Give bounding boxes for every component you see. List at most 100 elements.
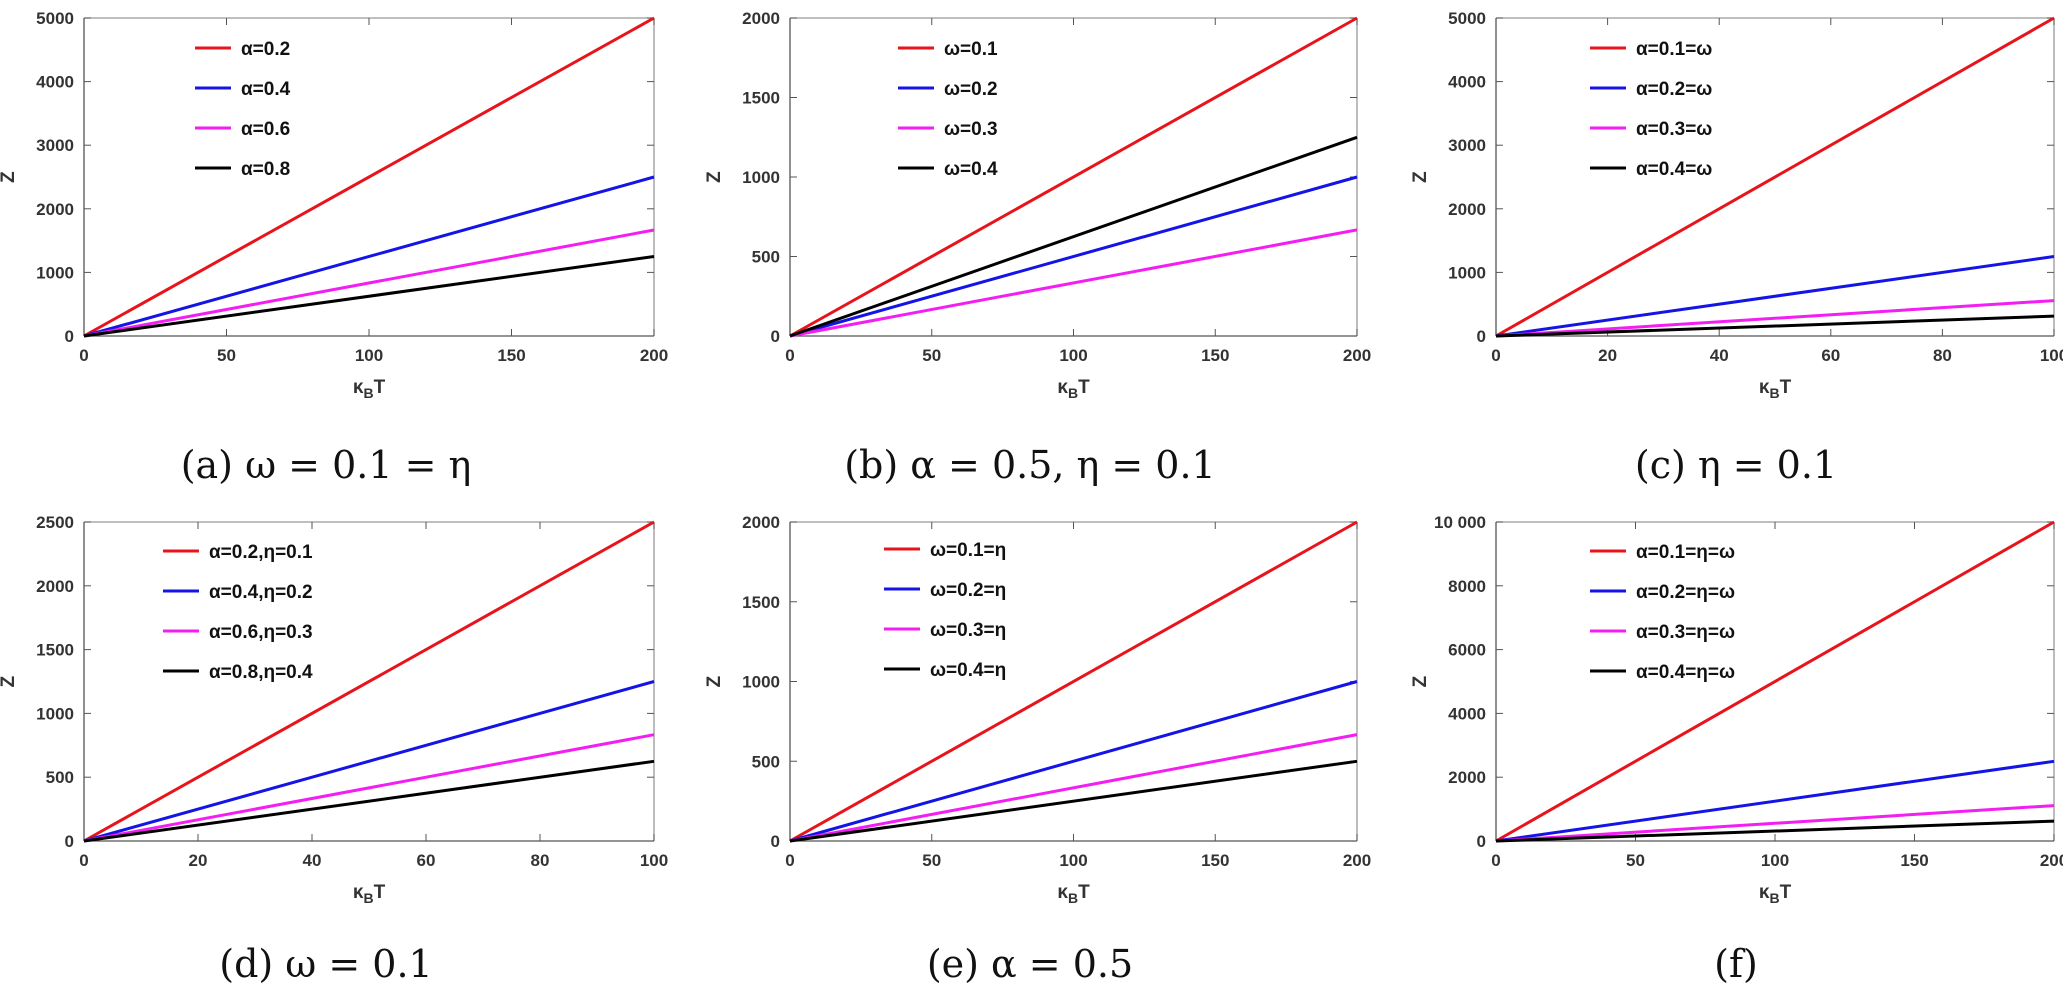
y-tick-label: 4000: [1448, 704, 1486, 723]
y-tick-label: 0: [1477, 327, 1486, 346]
legend-label: α=0.2: [241, 39, 290, 60]
x-tick-label: 40: [1710, 346, 1729, 365]
series-line: [83, 680, 655, 843]
legend-label: α=0.4,η=0.2: [209, 582, 313, 603]
y-tick-label: 4000: [1448, 73, 1486, 92]
y-axis-title: Z: [704, 171, 725, 183]
x-tick-label: 50: [922, 851, 941, 870]
series-line: [789, 759, 1358, 843]
y-tick-label: 1000: [1448, 263, 1486, 282]
y-tick-label: 2000: [36, 200, 74, 219]
y-tick-label: 1500: [36, 641, 74, 660]
y-tick-label: 8000: [1448, 577, 1486, 596]
series-line: [83, 16, 655, 338]
y-tick-label: 0: [771, 832, 780, 851]
series-line: [83, 228, 655, 338]
x-axis-title: κBT: [1759, 377, 1792, 401]
legend-label: ω=0.1=η: [930, 540, 1006, 561]
y-axis-title: Z: [1410, 675, 1431, 687]
y-tick-label: 500: [46, 768, 74, 787]
legend-label: α=0.6: [241, 119, 290, 140]
x-tick-label: 50: [1626, 851, 1645, 870]
series-line: [789, 175, 1358, 338]
y-tick-label: 500: [752, 752, 780, 771]
legend-label: ω=0.4: [944, 159, 998, 180]
x-axis-title: κBT: [1057, 377, 1090, 401]
series-line: [83, 733, 655, 843]
x-tick-label: 0: [79, 346, 88, 365]
x-tick-label: 0: [1491, 346, 1500, 365]
chart-panel-f: 0501001502000200040006000800010 000α=0.1…: [1410, 513, 2063, 986]
x-tick-label: 60: [1821, 346, 1840, 365]
x-tick-label: 0: [785, 851, 794, 870]
x-tick-label: 20: [189, 851, 208, 870]
x-tick-label: 100: [355, 346, 383, 365]
y-tick-label: 1000: [36, 263, 74, 282]
legend-label: α=0.4=η=ω: [1636, 662, 1735, 683]
x-tick-label: 20: [1598, 346, 1617, 365]
y-tick-label: 4000: [36, 73, 74, 92]
legend-label: ω=0.2=η: [930, 580, 1006, 601]
x-tick-label: 50: [217, 346, 236, 365]
x-tick-label: 0: [1491, 851, 1500, 870]
x-axis-title: κBT: [1759, 882, 1792, 906]
y-tick-label: 1000: [742, 673, 780, 692]
legend-label: ω=0.1: [944, 39, 998, 60]
legend-label: ω=0.2: [944, 79, 998, 100]
legend-label: α=0.6,η=0.3: [209, 622, 313, 643]
legend-label: α=0.4=ω: [1636, 159, 1712, 180]
x-tick-label: 100: [640, 851, 668, 870]
x-tick-label: 150: [1900, 851, 1928, 870]
y-tick-label: 5000: [36, 9, 74, 28]
y-tick-label: 2000: [36, 577, 74, 596]
series-line: [83, 520, 655, 843]
series-line: [789, 680, 1358, 843]
x-tick-label: 200: [640, 346, 668, 365]
y-tick-label: 5000: [1448, 9, 1486, 28]
x-tick-label: 50: [922, 346, 941, 365]
legend-label: α=0.1=ω: [1636, 39, 1712, 60]
series-line: [1495, 520, 2055, 843]
x-tick-label: 150: [1201, 851, 1229, 870]
y-tick-label: 10 000: [1434, 513, 1486, 532]
y-axis-title: Z: [0, 675, 19, 687]
x-tick-label: 200: [1343, 346, 1371, 365]
x-tick-label: 100: [1059, 346, 1087, 365]
panel-caption: (e) α = 0.5: [927, 942, 1133, 986]
x-tick-label: 0: [79, 851, 88, 870]
y-tick-label: 2000: [1448, 200, 1486, 219]
panel-caption: (f): [1714, 942, 1758, 986]
chart-panel-a: 0 50 100 150 200010002000300040005000α=0.2α=…: [0, 9, 668, 487]
legend-label: α=0.2=η=ω: [1636, 582, 1735, 603]
legend-label: α=0.2,η=0.1: [209, 542, 313, 563]
legend-label: α=0.3=η=ω: [1636, 622, 1735, 643]
x-axis-title: κBT: [1057, 882, 1090, 906]
x-tick-label: 80: [531, 851, 550, 870]
x-tick-label: 200: [2040, 851, 2063, 870]
y-tick-label: 2000: [742, 9, 780, 28]
y-tick-label: 1000: [36, 704, 74, 723]
x-tick-label: 0: [785, 346, 794, 365]
y-tick-label: 1500: [742, 89, 780, 108]
series-line: [1495, 16, 2055, 338]
legend-label: α=0.3=ω: [1636, 119, 1712, 140]
series-line: [83, 255, 655, 338]
series-line: [789, 733, 1358, 843]
series-line: [789, 228, 1358, 338]
y-axis-title: Z: [704, 675, 725, 687]
series-line: [83, 759, 655, 843]
legend-label: ω=0.3: [944, 119, 998, 140]
x-tick-label: 60: [417, 851, 436, 870]
series-line: [1495, 804, 2055, 843]
y-tick-label: 3000: [1448, 136, 1486, 155]
y-tick-label: 0: [1477, 832, 1486, 851]
legend-label: α=0.2=ω: [1636, 79, 1712, 100]
x-tick-label: 80: [1933, 346, 1952, 365]
x-tick-label: 200: [1343, 851, 1371, 870]
y-tick-label: 0: [65, 327, 74, 346]
x-axis-title: κBT: [353, 377, 386, 401]
chart-panel-d: 0 20 40 60 80 10005001000150020002500α=0.2,η=…: [0, 513, 668, 986]
panel-caption: (d) ω = 0.1: [219, 942, 432, 986]
y-tick-label: 1500: [742, 593, 780, 612]
